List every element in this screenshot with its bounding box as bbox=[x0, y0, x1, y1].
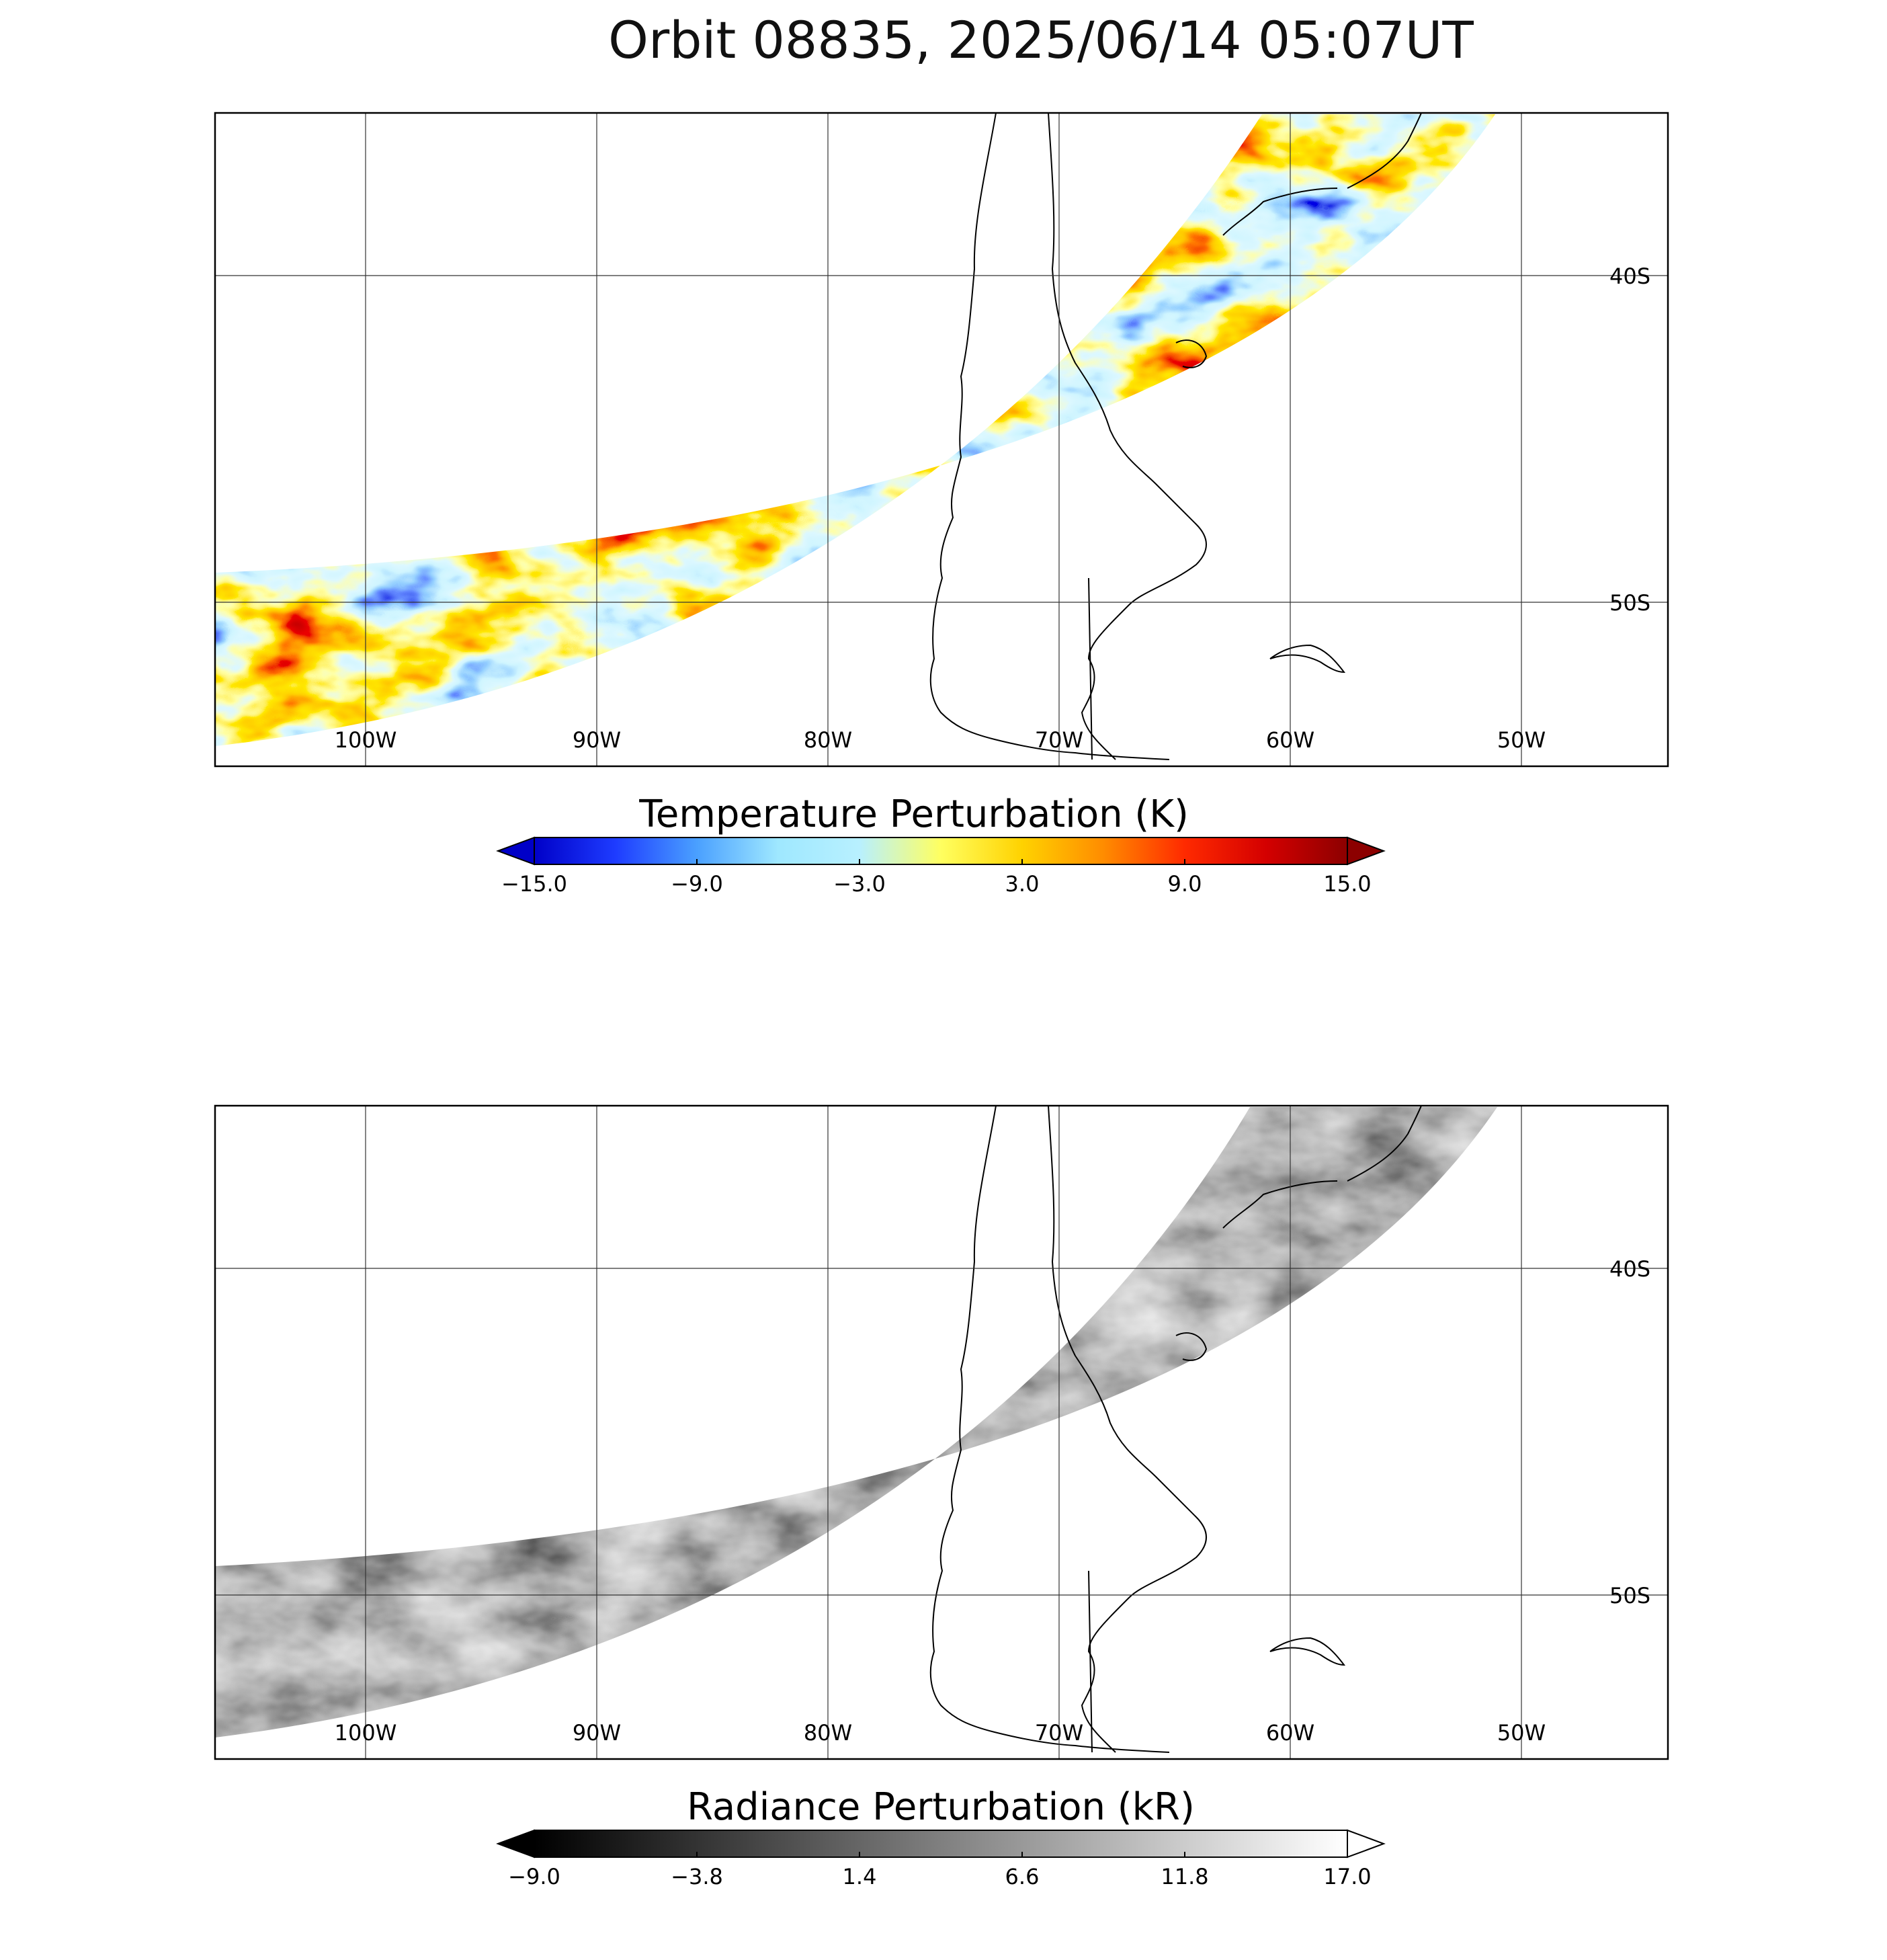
lon-label-60w: 60W bbox=[1266, 1720, 1314, 1746]
lon-label-80w: 80W bbox=[804, 1720, 852, 1746]
lon-label-80w: 80W bbox=[804, 727, 852, 753]
temperature-tick-2: −3.0 bbox=[833, 871, 886, 897]
temperature-lon-labels: 100W 90W 80W 70W 60W 50W bbox=[335, 727, 1546, 753]
lon-label-70w: 70W bbox=[1035, 1720, 1083, 1746]
temperature-coastlines bbox=[929, 112, 1422, 760]
temperature-graticule bbox=[215, 113, 1668, 766]
temperature-tick-3: 3.0 bbox=[1005, 871, 1040, 897]
temperature-colorbar-high-arrow bbox=[1347, 836, 1386, 866]
temperature-colorbar-bar bbox=[534, 837, 1348, 865]
radiance-lat-labels: 40S 50S bbox=[1609, 1256, 1650, 1608]
lon-label-90w: 90W bbox=[573, 727, 621, 753]
temperature-map-panel: 100W 90W 80W 70W 60W 50W 40S 50S bbox=[214, 112, 1669, 768]
lat-label-50s: 50S bbox=[1609, 590, 1650, 616]
radiance-tick-4: 11.8 bbox=[1161, 1864, 1208, 1889]
temperature-tick-4: 9.0 bbox=[1168, 871, 1202, 897]
temperature-tick-0: −15.0 bbox=[501, 871, 567, 897]
temperature-colorbar-low-arrow bbox=[496, 836, 535, 866]
temperature-tick-5: 15.0 bbox=[1323, 871, 1371, 897]
lon-label-50w: 50W bbox=[1497, 727, 1546, 753]
temperature-colorbar-title: Temperature Perturbation (K) bbox=[638, 792, 1189, 836]
radiance-graticule bbox=[215, 1106, 1668, 1759]
temperature-map-frame bbox=[214, 112, 1669, 768]
radiance-map-panel: 100W 90W 80W 70W 60W 50W 40S 50S bbox=[214, 1104, 1669, 1760]
radiance-colorbar-low-arrow bbox=[496, 1829, 535, 1859]
lat-label-50s: 50S bbox=[1609, 1583, 1650, 1608]
radiance-tick-1: −3.8 bbox=[671, 1864, 723, 1889]
lon-label-70w: 70W bbox=[1035, 727, 1083, 753]
temperature-tick-1: −9.0 bbox=[671, 871, 723, 897]
radiance-colorbar-title: Radiance Perturbation (kR) bbox=[687, 1785, 1195, 1829]
radiance-map-frame bbox=[214, 1104, 1669, 1760]
radiance-colorbar-high-arrow bbox=[1347, 1829, 1386, 1859]
lon-label-100w: 100W bbox=[335, 1720, 397, 1746]
radiance-tick-2: 1.4 bbox=[843, 1864, 877, 1889]
lon-label-100w: 100W bbox=[335, 727, 397, 753]
radiance-colorbar-bar bbox=[534, 1830, 1348, 1858]
lat-label-40s: 40S bbox=[1609, 1256, 1650, 1282]
radiance-colorbar: Radiance Perturbation (kR) −9.0 −3.8 1.4… bbox=[496, 1785, 1386, 1889]
radiance-tick-5: 17.0 bbox=[1323, 1864, 1371, 1889]
lat-label-40s: 40S bbox=[1609, 263, 1650, 289]
radiance-tick-0: −9.0 bbox=[508, 1864, 560, 1889]
temperature-colorbar: Temperature Perturbation (K) −15.0 −9.0 … bbox=[496, 792, 1386, 897]
lon-label-50w: 50W bbox=[1497, 1720, 1546, 1746]
lon-label-90w: 90W bbox=[573, 1720, 621, 1746]
radiance-lon-labels: 100W 90W 80W 70W 60W 50W bbox=[335, 1720, 1546, 1746]
radiance-coastlines bbox=[929, 1105, 1422, 1753]
figure-title: Orbit 08835, 2025/06/14 05:07UT bbox=[608, 10, 1474, 70]
radiance-tick-3: 6.6 bbox=[1005, 1864, 1040, 1889]
lon-label-60w: 60W bbox=[1266, 727, 1314, 753]
temperature-lat-labels: 40S 50S bbox=[1609, 263, 1650, 616]
